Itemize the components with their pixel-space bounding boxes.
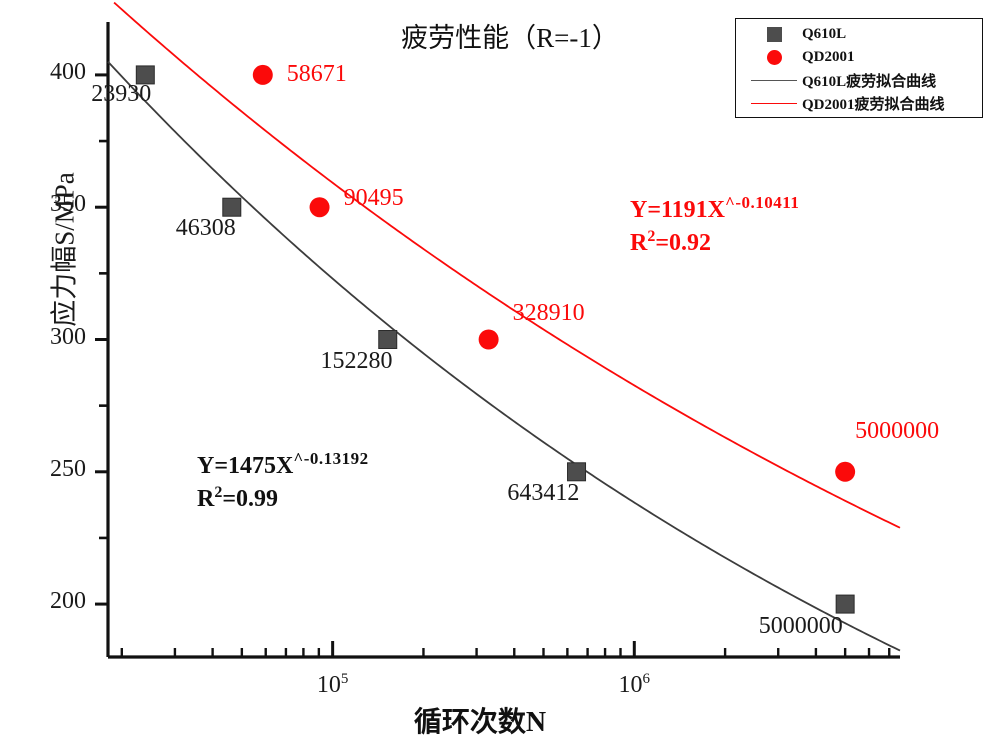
legend-label-q610l-fit: Q610L疲劳拟合曲线 <box>802 74 937 90</box>
data-point-label: 643412 <box>507 479 580 506</box>
fit-equation-q610l-exponent: ^-0.13192 <box>293 449 369 468</box>
legend-label-qd2001-fit: QD2001疲劳拟合曲线 <box>802 97 945 113</box>
data-point-label: 5000000 <box>758 613 843 640</box>
y-tick-label: 250 <box>50 455 86 482</box>
y-axis-label: 应力幅S/MPa <box>49 172 80 327</box>
legend-entry-q610l: Q610L <box>736 23 982 46</box>
legend-entry-qd2001-fit: QD2001疲劳拟合曲线 <box>736 92 982 115</box>
y-tick-label: 400 <box>50 58 86 85</box>
fit-r2-qd2001-value: =0.92 <box>655 230 712 257</box>
square-marker-icon <box>746 27 802 42</box>
data-point-label: 5000000 <box>855 417 940 444</box>
data-point-label: 152280 <box>320 347 393 374</box>
data-point-label: 23930 <box>91 80 152 107</box>
legend-entry-q610l-fit: Q610L疲劳拟合曲线 <box>736 69 982 92</box>
data-point-label: 58671 <box>286 60 347 87</box>
fit-r2-qd2001-sup: 2 <box>647 228 656 246</box>
x-tick-label: 105 <box>316 671 349 698</box>
data-point-label: 328910 <box>512 299 585 326</box>
line-red-icon <box>746 103 802 104</box>
legend-label-q610l: Q610L <box>802 26 847 42</box>
line-dark-icon <box>746 80 802 81</box>
circle-marker-icon <box>746 50 802 65</box>
fit-r2-qd2001-label: R <box>630 230 648 257</box>
fit-equation-qd2001-exponent: ^-0.10411 <box>725 193 800 212</box>
x-tick-label: 106 <box>618 671 651 698</box>
data-point-label: 90495 <box>343 185 404 212</box>
fit-equation-qd2001: Y=1191X^-0.10411 R2=0.92 <box>630 192 799 260</box>
y-tick-label: 300 <box>50 323 86 350</box>
fit-r2-q610l-value: =0.99 <box>222 486 279 513</box>
y-tick-label: 200 <box>50 588 86 615</box>
y-tick-label: 350 <box>50 191 86 218</box>
legend-entry-qd2001: QD2001 <box>736 46 982 69</box>
fit-equation-q610l: Y=1475X^-0.13192 R2=0.99 <box>197 448 369 516</box>
fit-r2-q610l-label: R <box>197 486 215 513</box>
data-point-label: 46308 <box>175 215 236 242</box>
x-axis-label: 循环次数N <box>413 707 547 738</box>
fit-equation-qd2001-body: Y=1191X <box>630 197 726 223</box>
chart-legend: Q610L QD2001 Q610L疲劳拟合曲线 QD2001疲劳拟合曲线 <box>735 18 983 118</box>
chart-title: 疲劳性能（R=-1） <box>401 23 619 53</box>
fit-r2-q610l-sup: 2 <box>214 484 223 502</box>
fit-equation-q610l-body: Y=1475X <box>197 453 294 479</box>
legend-label-qd2001: QD2001 <box>802 49 855 65</box>
